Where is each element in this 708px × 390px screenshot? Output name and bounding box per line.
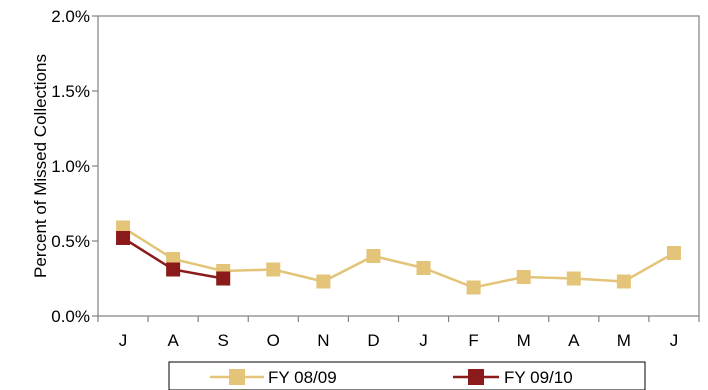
x-tick-label: M [617,331,631,350]
data-point [316,274,331,289]
x-tick-label: S [218,331,229,350]
x-tick-label: F [468,331,478,350]
x-tick-label: M [517,331,531,350]
y-axis-title-group: Percent of Missed Collections [31,54,50,278]
x-tick-label: D [367,331,379,350]
data-point [666,246,681,260]
x-tick-label: A [167,331,179,350]
data-point [366,249,381,263]
x-tick-label: A [568,331,580,350]
series-1 [116,220,681,295]
legend-item: FY 09/10 [453,368,573,387]
x-tick-label: N [317,331,329,350]
y-axis-title: Percent of Missed Collections [31,54,50,278]
data-point [466,280,481,295]
y-tick-label: 0.0% [51,307,90,326]
data-point [166,262,181,277]
y-tick-label: 0.5% [51,232,90,251]
y-tick-label: 1.5% [51,82,90,101]
y-tick-label: 2.0% [51,7,90,26]
legend-item: FY 08/09 [210,368,337,387]
x-tick-label: J [119,331,128,350]
plot-area-frame [97,15,700,317]
legend-label: FY 08/09 [268,368,337,387]
x-tick-label: J [419,331,428,350]
series-2 [116,231,231,286]
series-layer [116,220,681,295]
x-tick-label: J [670,331,679,350]
series-line [122,226,675,289]
data-point [416,261,431,275]
legend: FY 08/09 FY 09/10 [168,361,646,390]
data-point [216,271,231,286]
data-point [566,271,581,286]
data-point [116,231,131,245]
x-tick-label: O [267,331,280,350]
data-point [266,262,281,277]
data-point [516,270,531,284]
legend-label: FY 09/10 [504,368,573,387]
y-tick-label: 1.0% [51,157,90,176]
data-point [616,274,631,289]
legend-marker [468,369,484,385]
legend-marker [229,369,245,385]
y-axis-ticks: 0.0% 0.5% 1.0% 1.5% 2.0% [51,7,98,326]
